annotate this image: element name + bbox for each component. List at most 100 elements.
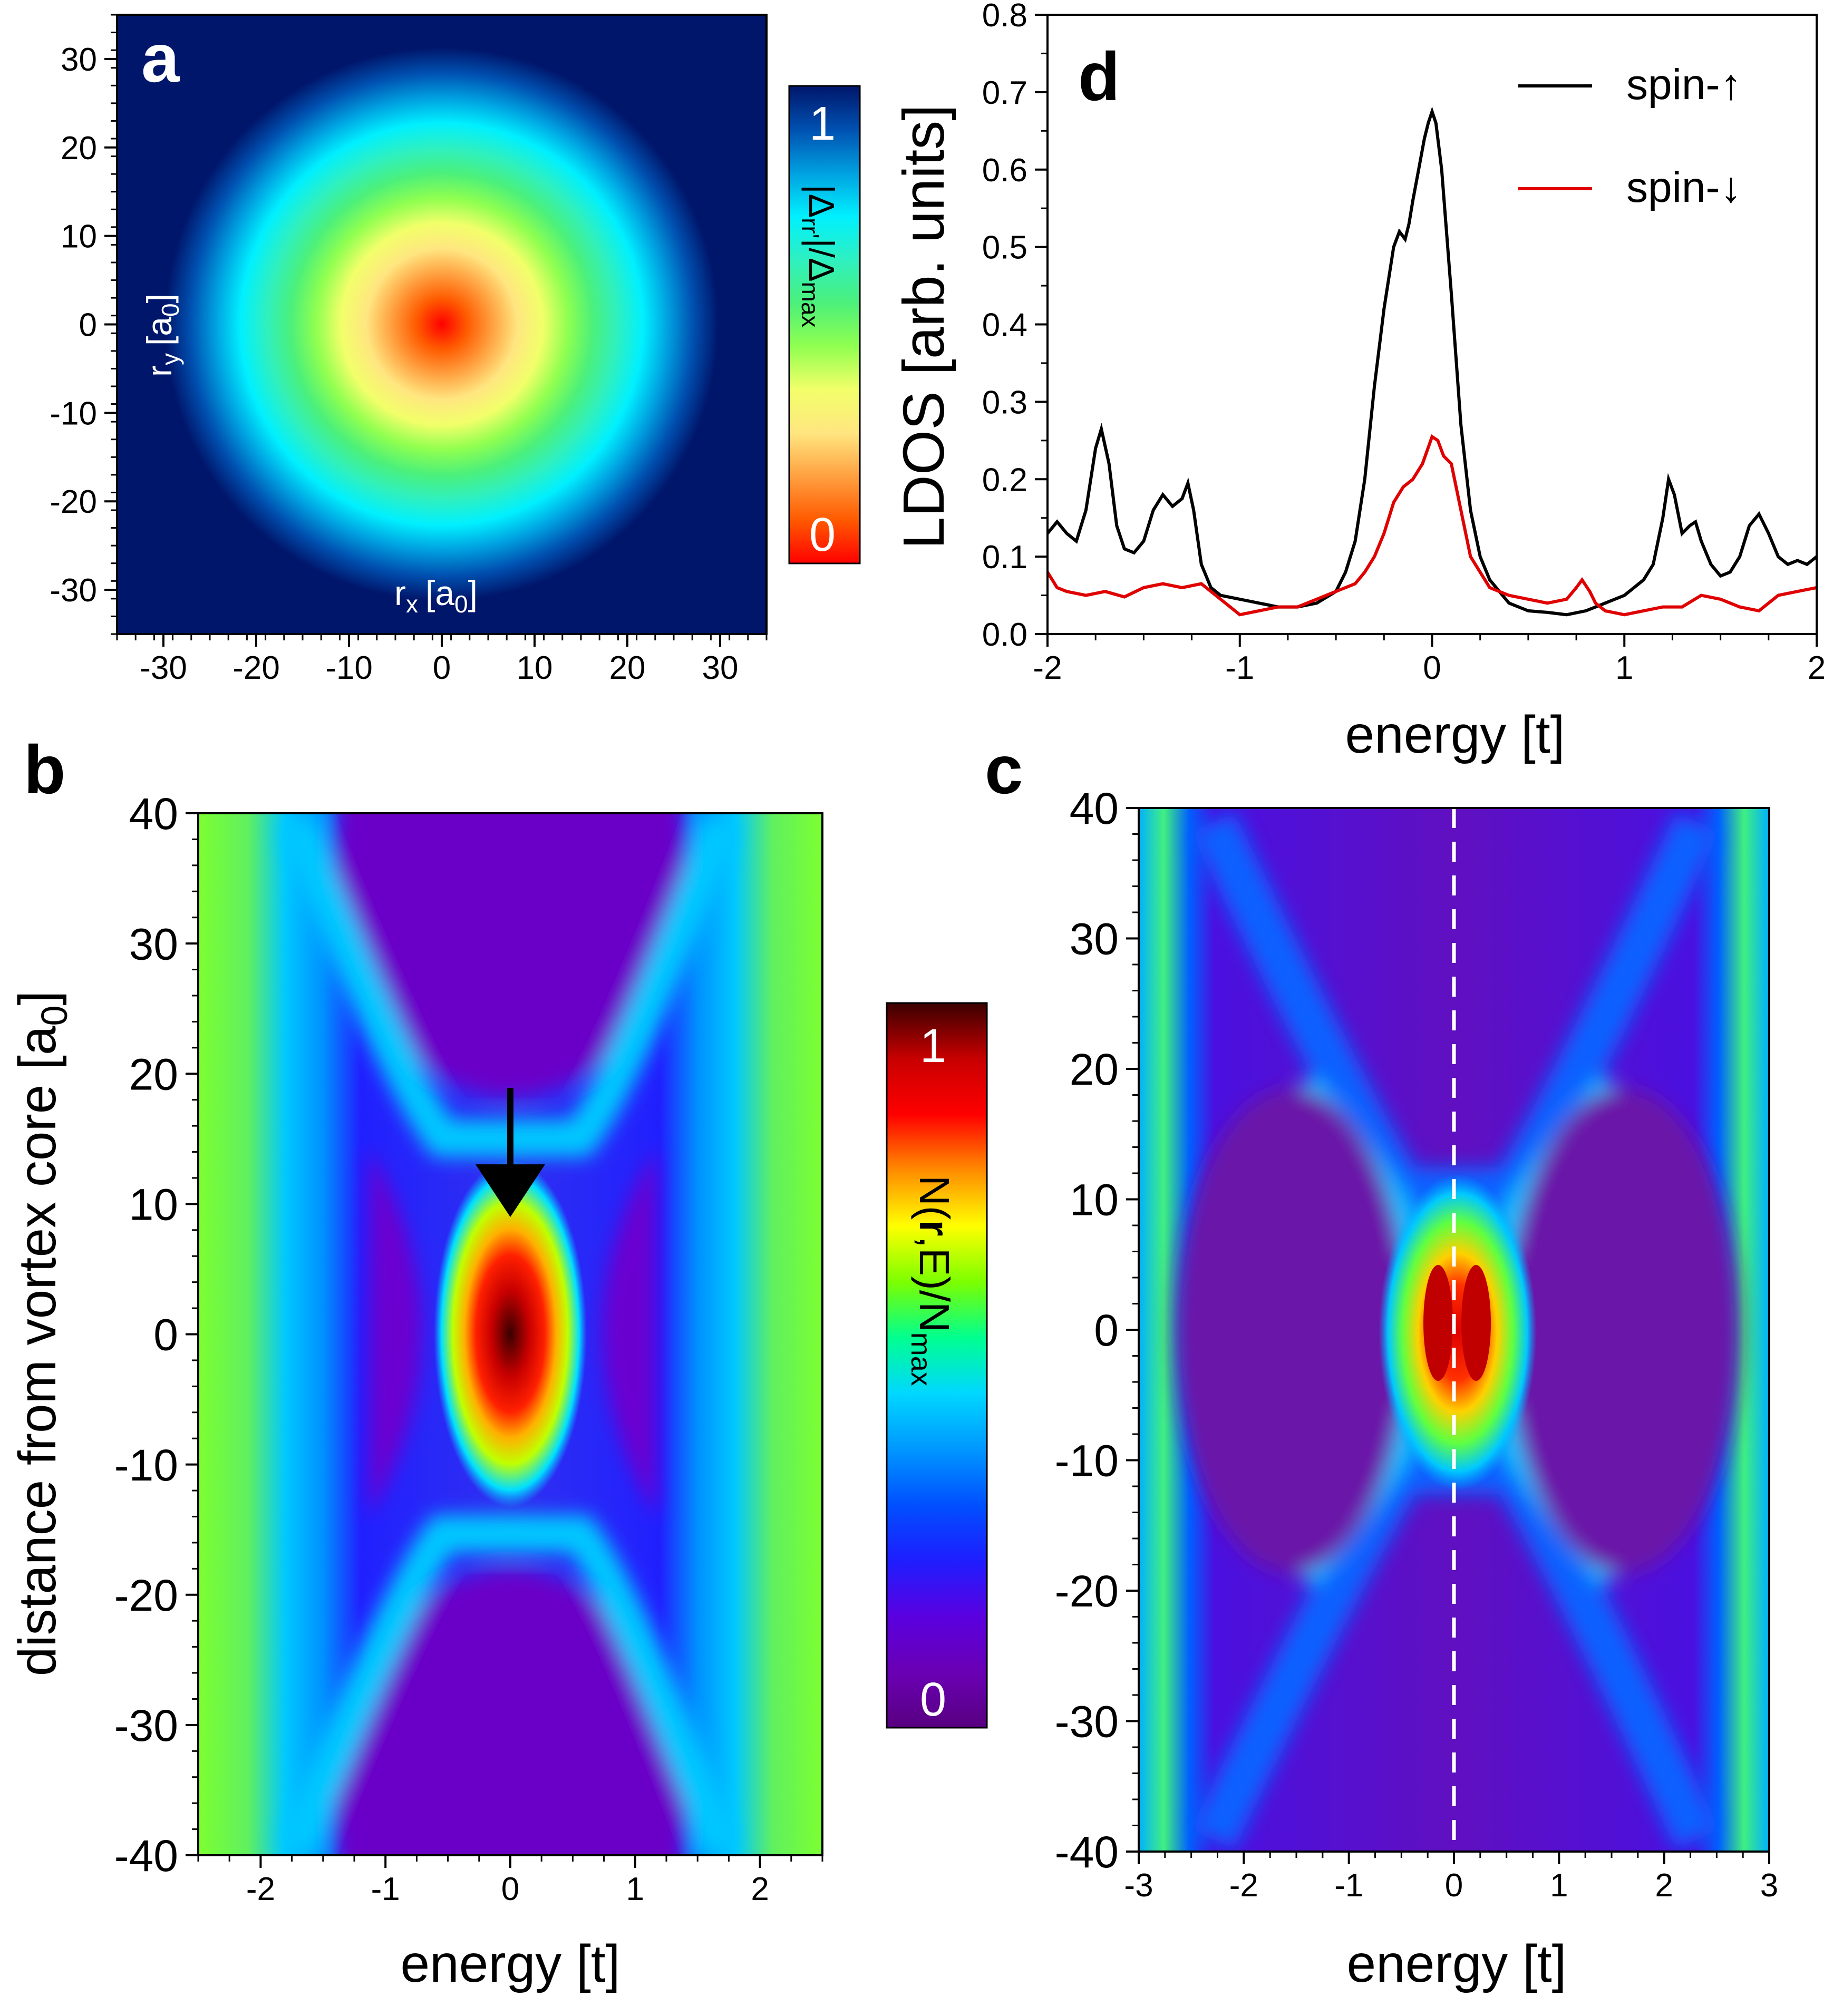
panel-c-y-tick-label: 20 bbox=[1070, 1045, 1119, 1094]
panel-a-y-tick-label: 20 bbox=[61, 130, 97, 167]
panel-d-x-tick-label: -1 bbox=[1225, 650, 1254, 686]
panel-a-y-label: ry[a0] bbox=[140, 294, 184, 377]
panel-d-y-ticks: 0.0 0.1 0.2 0.3 0.4 0.5 0.6 0.7 0.8 bbox=[982, 0, 1048, 653]
panel-b-arrow-head bbox=[476, 1164, 545, 1218]
legend-spin-down-label: spin-↓ bbox=[1626, 163, 1742, 211]
panel-b-left-pocket bbox=[369, 1149, 422, 1518]
panel-b-right-pocket bbox=[602, 1149, 656, 1518]
spin-up-line bbox=[1048, 106, 1817, 617]
panel-b-colorbar-min: 0 bbox=[920, 1673, 946, 1726]
panel-a-y-tick-label: -30 bbox=[50, 572, 97, 609]
panel-b-y-label: distance from vortex core [a0] bbox=[8, 991, 75, 1677]
panel-d-ldos-plot: -2 -1 0 1 2 0.0 0.1 0.2 0.3 0.4 0.5 0.6 0.7 0.8 d en… bbox=[891, 0, 1826, 764]
panel-c-vortex-core-bound-state bbox=[1379, 1174, 1537, 1491]
panel-a-x-tick-label: -30 bbox=[140, 650, 187, 686]
panel-d-label: d bbox=[1078, 38, 1120, 115]
panel-c-y-tick-label: 30 bbox=[1070, 914, 1119, 964]
panel-c-x-tick-label: 0 bbox=[1445, 1867, 1463, 1904]
panel-b-y-tick-label: -10 bbox=[114, 1440, 178, 1490]
panel-a-colorbar bbox=[788, 85, 861, 564]
panel-a-y-tick-label: 10 bbox=[61, 219, 97, 255]
panel-b-x-tick-label: 1 bbox=[626, 1871, 644, 1907]
panel-c-y-tick-label: 0 bbox=[1094, 1306, 1119, 1355]
panel-b-x-ticks: -2 -1 0 1 2 bbox=[197, 1855, 823, 1907]
panel-b-y-tick-label: -30 bbox=[114, 1701, 178, 1750]
panel-c-y-tick-label: -10 bbox=[1055, 1436, 1119, 1486]
panel-b-vortex-core-bound-state bbox=[434, 1160, 587, 1507]
panel-b-colorbar bbox=[886, 1002, 988, 1729]
panel-b-y-tick-label: 0 bbox=[153, 1310, 178, 1360]
panel-c-y-tick-label: -20 bbox=[1055, 1566, 1119, 1616]
panel-c-label: c bbox=[985, 731, 1023, 808]
panel-b-upper-gap-region bbox=[336, 813, 684, 1096]
gap-map-heat bbox=[165, 47, 719, 601]
panel-c-x-tick-label: 1 bbox=[1550, 1867, 1568, 1904]
panel-b-colorbar-label: N(r,E)/Nmax bbox=[905, 1175, 958, 1386]
panel-a-y-tick-label: -20 bbox=[50, 484, 97, 520]
panel-d-x-tick-label: -2 bbox=[1033, 650, 1062, 686]
panel-a-x-tick-label: -20 bbox=[232, 650, 280, 686]
panel-c-y-ticks: -40 -30 -20 -10 0 10 20 30 40 bbox=[1055, 784, 1139, 1877]
panel-d-x-tick-label: 0 bbox=[1423, 650, 1441, 686]
panel-d-y-tick-label: 0.7 bbox=[982, 75, 1027, 111]
panel-b-y-tick-label: -20 bbox=[114, 1571, 178, 1620]
panel-c-right-gap-region bbox=[1508, 1088, 1740, 1573]
panel-d-y-tick-label: 0.3 bbox=[982, 384, 1027, 421]
panel-c-core-peak-left bbox=[1423, 1265, 1453, 1381]
panel-c-x-tick-label: -3 bbox=[1124, 1867, 1153, 1904]
panel-d-y-tick-label: 0.1 bbox=[982, 539, 1027, 576]
panel-a-y-ticks: -30 -20 -10 0 10 20 30 bbox=[50, 14, 117, 635]
panel-c-x-ticks: -3 -2 -1 0 1 2 3 bbox=[1124, 1852, 1778, 1904]
panel-c-y-tick-label: 40 bbox=[1070, 784, 1119, 833]
panel-b-x-label: energy [t] bbox=[401, 1934, 620, 1993]
panel-c-y-tick-label: -40 bbox=[1055, 1827, 1119, 1877]
panel-a-colorbar-min: 0 bbox=[809, 509, 836, 561]
panel-b-y-tick-label: 10 bbox=[129, 1180, 178, 1230]
panel-a-colorbar-label: |Δrr'|/Δmax bbox=[797, 184, 841, 327]
panel-a-x-label: rx [a0] bbox=[394, 573, 478, 618]
panel-c-core-peak-right bbox=[1461, 1265, 1491, 1381]
panel-d-x-tick-label: 2 bbox=[1808, 650, 1826, 686]
panel-d-y-label: LDOS [arb. units] bbox=[891, 104, 956, 549]
panel-a-x-tick-label: -10 bbox=[325, 650, 373, 686]
panel-b-label: b bbox=[24, 731, 65, 808]
panel-b-lower-gap-region bbox=[336, 1571, 684, 1855]
panel-a-y-tick-label: 30 bbox=[61, 42, 97, 78]
panel-d-x-ticks: -2 -1 0 1 2 bbox=[1033, 634, 1826, 686]
panel-c-x-tick-label: -2 bbox=[1229, 1867, 1258, 1904]
panel-a-x-tick-label: 30 bbox=[702, 650, 739, 686]
panel-a-x-tick-label: 20 bbox=[609, 650, 646, 686]
panel-a-y-tick-label: -10 bbox=[50, 395, 97, 432]
panel-d-y-tick-label: 0.5 bbox=[982, 230, 1027, 266]
panel-b-x-tick-label: 0 bbox=[501, 1871, 519, 1907]
panel-d-legend: spin-↑ spin-↓ bbox=[1518, 61, 1742, 211]
panel-c-y-tick-label: 10 bbox=[1070, 1175, 1119, 1225]
panel-d-y-tick-label: 0.4 bbox=[982, 307, 1027, 344]
panel-d-y-tick-label: 0.8 bbox=[982, 0, 1027, 34]
panel-b-colorbar-max: 1 bbox=[920, 1020, 946, 1073]
panel-a-colorbar-max: 1 bbox=[809, 98, 836, 150]
panel-c-y-tick-label: -30 bbox=[1055, 1697, 1119, 1747]
panel-c-x-label: energy [t] bbox=[1347, 1934, 1567, 1993]
panel-b-y-tick-label: 20 bbox=[129, 1049, 178, 1099]
panel-c-x-tick-label: 2 bbox=[1655, 1867, 1673, 1904]
spin-down-line bbox=[1048, 434, 1817, 617]
panel-d-y-tick-label: 0.6 bbox=[982, 152, 1027, 189]
panel-d-y-tick-label: 0.0 bbox=[982, 617, 1027, 653]
panel-b-y-ticks: -40 -30 -20 -10 0 10 20 30 40 bbox=[114, 789, 198, 1881]
panel-b-lower-branch bbox=[278, 1515, 740, 1855]
panel-d-y-tick-label: 0.2 bbox=[982, 462, 1027, 498]
panel-b-y-tick-label: -40 bbox=[114, 1831, 178, 1881]
panel-a-y-tick-label: 0 bbox=[79, 307, 97, 344]
panel-b-y-tick-label: 40 bbox=[129, 789, 178, 839]
panel-a-x-tick-label: 0 bbox=[433, 650, 451, 686]
panel-b-y-tick-label: 30 bbox=[129, 919, 178, 969]
panel-b-x-tick-label: -1 bbox=[371, 1871, 400, 1907]
panel-a-x-tick-label: 10 bbox=[517, 650, 553, 686]
panel-d-x-label: energy [t] bbox=[1345, 705, 1565, 764]
legend-spin-up-label: spin-↑ bbox=[1626, 61, 1742, 109]
